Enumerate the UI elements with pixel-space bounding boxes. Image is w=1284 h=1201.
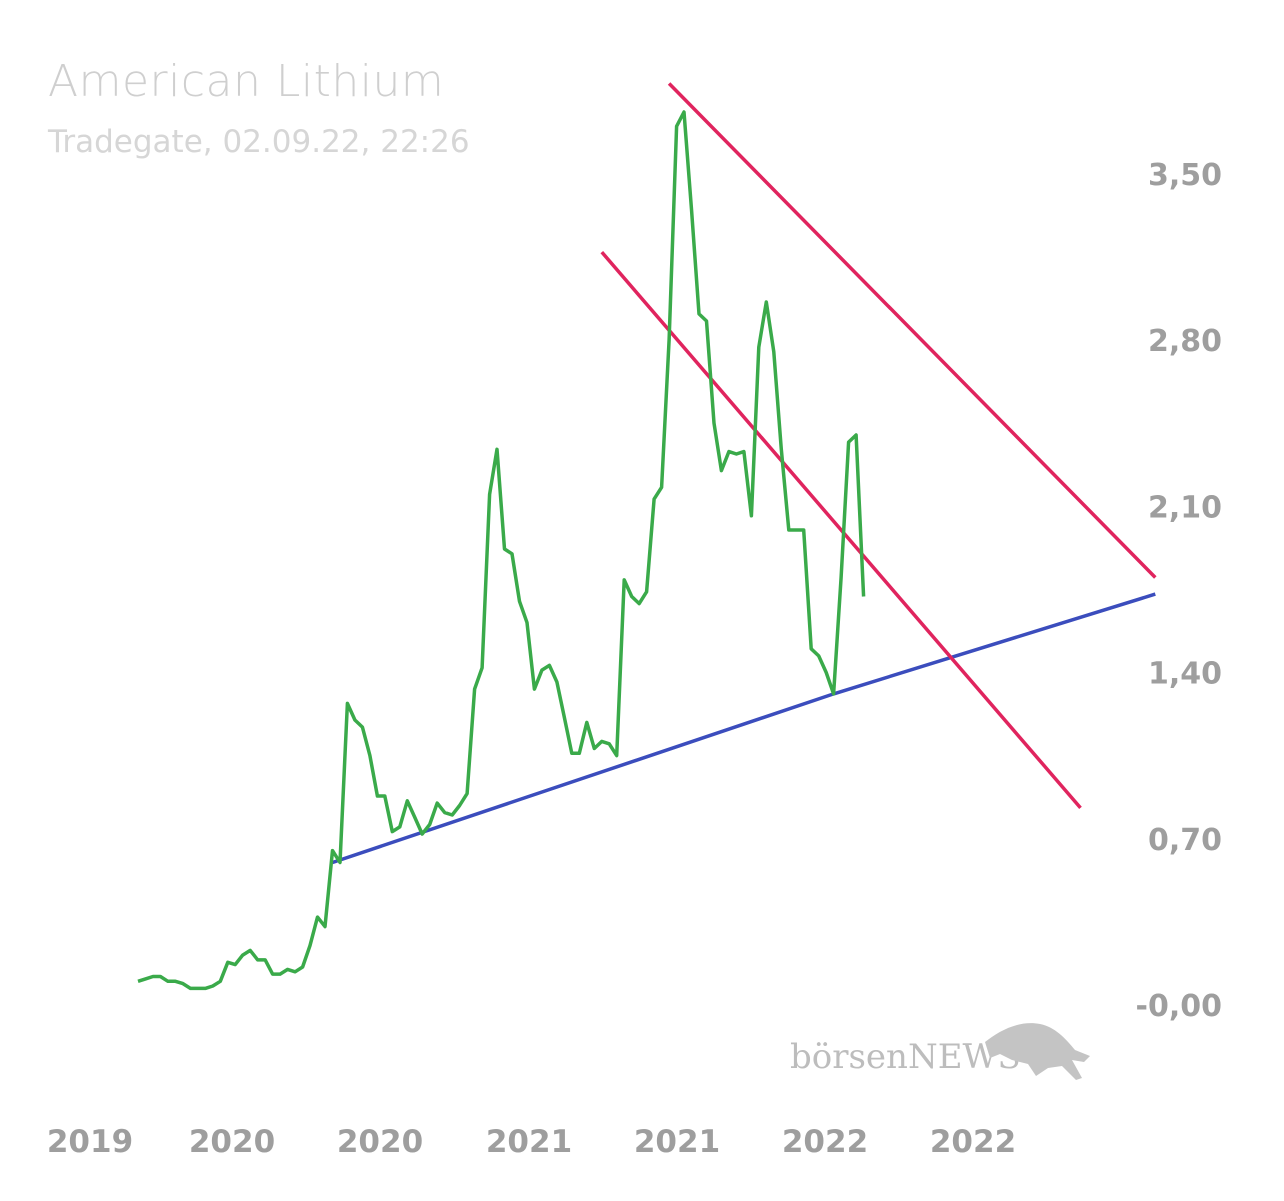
x-tick-label: 2022: [782, 1124, 868, 1160]
trend-line-support: [331, 592, 1156, 865]
chart-title: American Lithium: [48, 56, 445, 107]
y-tick-label: 1,40: [1148, 657, 1222, 692]
x-tick-label: 2021: [486, 1124, 572, 1160]
y-tick-label: -0,00: [1136, 989, 1222, 1024]
series-layer: [137, 110, 866, 991]
x-tick-label: 2022: [930, 1124, 1016, 1160]
trend-lines: [331, 82, 1157, 865]
y-tick-label: 0,70: [1148, 823, 1222, 858]
y-axis: 3,50 2,80 2,10 1,40 0,70 -0,00: [1136, 158, 1222, 1024]
x-axis: 2019 2020 2020 2021 2021 2022 2022: [47, 1124, 1016, 1160]
trend-line-channel-lower: [600, 250, 1082, 810]
bull-icon: [985, 1023, 1090, 1080]
x-tick-label: 2020: [337, 1124, 423, 1160]
chart-subtitle: Tradegate, 02.09.22, 22:26: [48, 124, 470, 160]
y-tick-label: 2,10: [1148, 490, 1222, 525]
watermark: börsenNEWS: [790, 1023, 1090, 1080]
trend-line-channel-upper: [667, 82, 1157, 579]
y-tick-label: 2,80: [1148, 324, 1222, 359]
watermark-text: börsenNEWS: [790, 1037, 1021, 1077]
x-tick-label: 2019: [47, 1124, 133, 1160]
y-tick-label: 3,50: [1148, 158, 1222, 193]
price-series-line: [137, 110, 866, 991]
x-tick-label: 2020: [189, 1124, 275, 1160]
x-tick-label: 2021: [634, 1124, 720, 1160]
